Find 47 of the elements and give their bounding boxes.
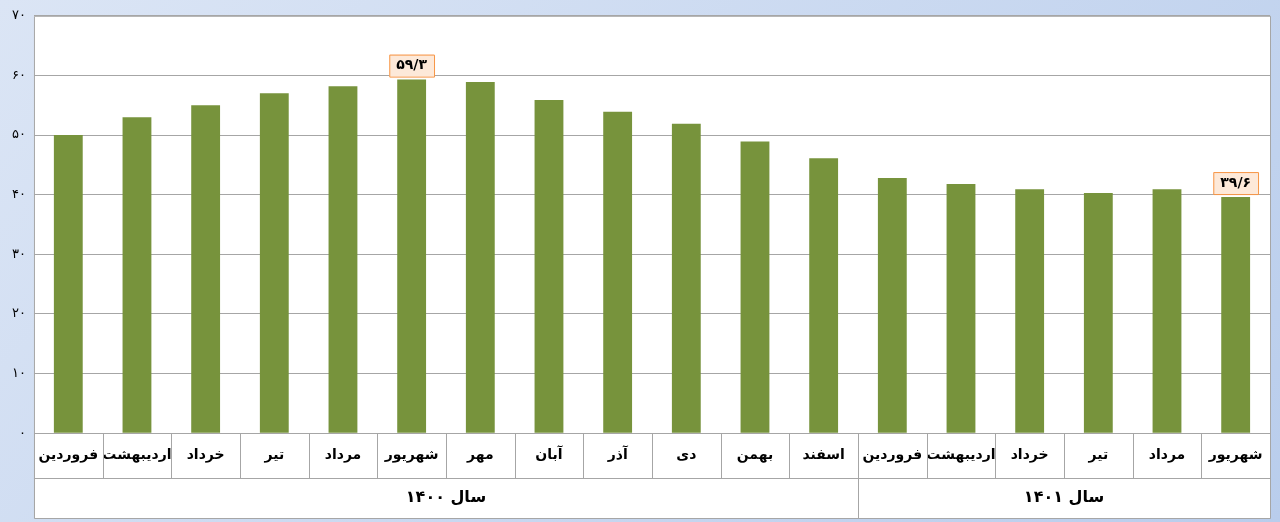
- bar: [877, 177, 907, 433]
- x-tick-label: بهمن: [736, 446, 774, 464]
- bar: [671, 123, 701, 433]
- bar: [809, 158, 839, 433]
- bar: [122, 117, 152, 433]
- x-tick-label: اردیبهشت: [102, 446, 172, 464]
- x-tick-label: مهر: [466, 446, 494, 464]
- x-tick-label: فروردین: [38, 446, 99, 464]
- x-tick-label: خرداد: [1010, 446, 1049, 464]
- x-tick-label: مرداد: [1148, 446, 1186, 464]
- x-tick-label: فروردین: [862, 446, 923, 464]
- x-tick-label: اردیبهشت: [926, 446, 996, 464]
- bar: [191, 105, 221, 433]
- bar: [465, 81, 495, 433]
- y-tick-label: ۷۰: [12, 7, 26, 23]
- x-tick-label: اسفند: [802, 446, 845, 463]
- x-tick-label: تیر: [263, 446, 285, 464]
- bar: [946, 183, 976, 433]
- y-tick-label: ۰: [18, 424, 26, 440]
- y-tick-label: ۱۰: [12, 364, 26, 380]
- x-tick-label: شهریور: [383, 446, 439, 464]
- x-tick-label: دی: [676, 446, 697, 463]
- bar: [1015, 189, 1045, 433]
- bar: [53, 135, 83, 433]
- bar: [603, 111, 633, 433]
- y-tick-label: ۵۰: [12, 126, 26, 142]
- x-tick-label: شهریور: [1207, 446, 1263, 464]
- bar: [1083, 192, 1113, 433]
- x-tick-label: تیر: [1087, 446, 1109, 464]
- x-tick-label: خرداد: [186, 446, 225, 464]
- bar: [1221, 197, 1251, 433]
- bar: [328, 86, 358, 433]
- bar: [534, 99, 564, 433]
- text: سال ۱۴۰۰: [405, 487, 487, 507]
- data-label: ۳۹/۶: [1220, 173, 1252, 190]
- y-tick-label: ۲۰: [12, 305, 26, 321]
- x-tick-label: آذر: [606, 445, 629, 463]
- bar: [1152, 189, 1182, 433]
- y-tick-label: ۴۰: [12, 186, 26, 202]
- text: سال ۱۴۰۱: [1023, 487, 1105, 507]
- bar: [740, 141, 770, 433]
- bar: [259, 93, 289, 433]
- x-tick-label: آبان: [535, 445, 564, 463]
- data-label: ۵۹/۳: [396, 56, 428, 73]
- x-tick-label: مرداد: [324, 446, 362, 464]
- y-tick-label: ۶۰: [12, 66, 26, 82]
- y-tick-label: ۳۰: [12, 245, 26, 261]
